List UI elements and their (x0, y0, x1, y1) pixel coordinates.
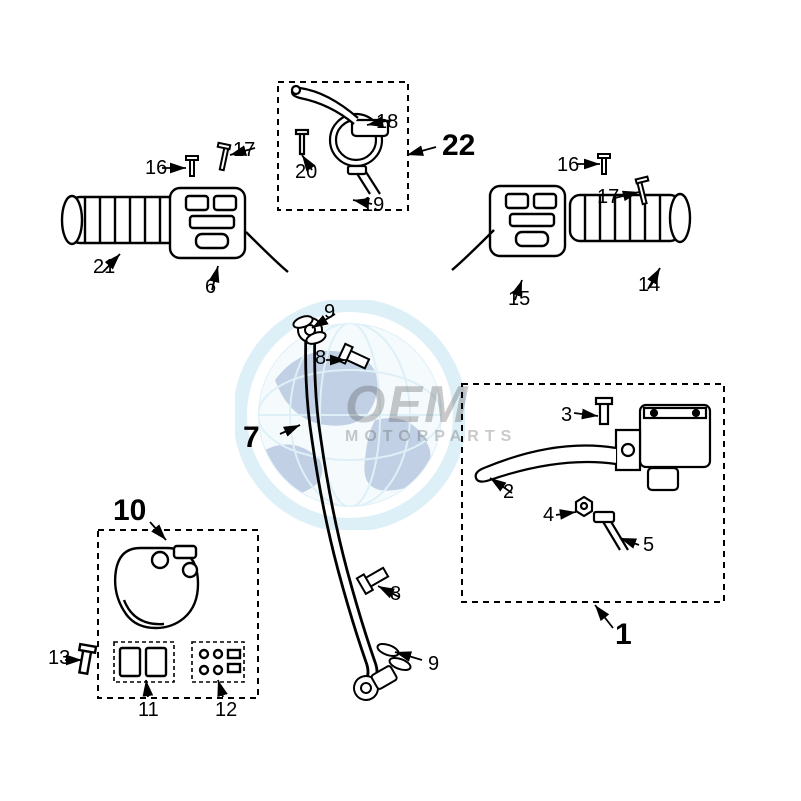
part-label-9: 9 (428, 654, 439, 674)
part-label-15: 15 (508, 289, 530, 309)
part-label-17: 17 (597, 187, 619, 207)
part-label-6: 6 (205, 277, 216, 297)
part-label-19: 19 (362, 195, 384, 215)
part-label-5: 5 (643, 535, 654, 555)
part-label-1: 1 (615, 620, 632, 650)
part-label-7: 7 (243, 423, 260, 453)
part-label-2: 2 (503, 482, 514, 502)
part-label-18: 18 (376, 112, 398, 132)
part-label-3: 3 (561, 405, 572, 425)
parts-diagram-svg (0, 0, 801, 801)
part-label-9: 9 (324, 302, 335, 322)
diagram-stage: OEM MOTORPARTS (0, 0, 801, 801)
part-label-4: 4 (543, 505, 554, 525)
part-label-16: 16 (557, 155, 579, 175)
part-label-22: 22 (442, 131, 475, 161)
part-label-11: 11 (138, 700, 159, 720)
part-label-13: 13 (48, 648, 70, 668)
part-label-10: 10 (113, 496, 146, 526)
part-label-21: 21 (93, 257, 115, 277)
part-label-12: 12 (215, 700, 237, 720)
part-label-8: 8 (315, 348, 326, 368)
part-label-17: 17 (233, 140, 255, 160)
part-label-8: 8 (390, 584, 401, 604)
part-label-16: 16 (145, 158, 167, 178)
part-label-14: 14 (638, 275, 660, 295)
part-label-20: 20 (295, 162, 317, 182)
